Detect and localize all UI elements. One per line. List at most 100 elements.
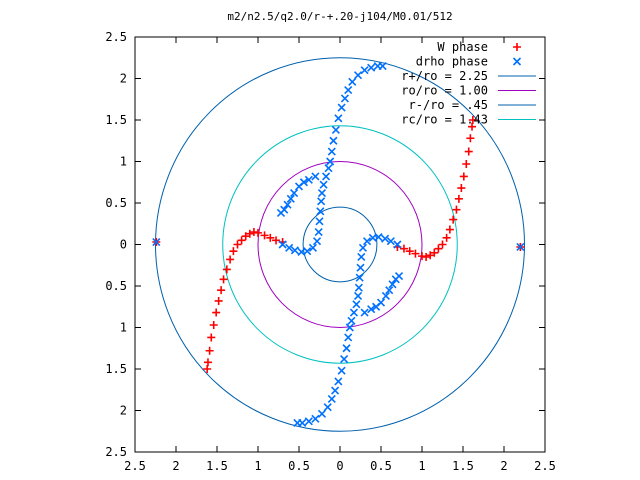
w-phase-point xyxy=(468,116,477,124)
drho-phase-point xyxy=(376,298,386,307)
x-tick-label: 1 xyxy=(418,459,425,473)
w-phase-point xyxy=(260,231,269,240)
y-tick-label: 1.5 xyxy=(105,113,127,127)
w-phase-point xyxy=(454,194,463,203)
y-tick-label: 0 xyxy=(120,238,127,252)
w-phase-point xyxy=(438,240,447,249)
circle-ro-ring xyxy=(257,161,423,328)
drho-phase-point xyxy=(294,182,304,191)
x-tick-label: 0.5 xyxy=(288,459,310,473)
y-tick-label: 0.5 xyxy=(105,196,127,210)
drho-phase-point xyxy=(317,197,326,206)
drho-phase-point xyxy=(349,308,359,317)
drho-phase-point xyxy=(378,61,387,71)
drho-phase-point xyxy=(358,243,368,252)
drho-phase-point xyxy=(304,417,313,426)
legend-label: drho phase xyxy=(416,55,488,69)
drho-phase-point xyxy=(344,86,353,95)
y-tick-label: 0.5 xyxy=(105,279,127,293)
x-tick-label: 0.5 xyxy=(370,459,392,473)
w-phase-point xyxy=(203,365,212,373)
drho-phase-point xyxy=(354,283,363,292)
x-tick-label: 1 xyxy=(254,459,261,473)
drho-phase-point xyxy=(393,240,402,249)
drho-phase-point xyxy=(327,394,336,403)
drho-phase-point xyxy=(352,300,361,309)
drho-phase-point xyxy=(312,237,322,246)
drho-phase-point xyxy=(293,418,302,428)
drho-phase-point xyxy=(303,247,312,256)
w-phase-point xyxy=(245,229,254,238)
w-phase-point xyxy=(254,228,262,237)
drho-phase-point xyxy=(331,125,340,135)
legend-sample-plus xyxy=(513,43,521,51)
drho-phase-point xyxy=(337,103,346,112)
drho-phase-point xyxy=(342,344,351,353)
w-phase-point xyxy=(214,296,223,305)
x-tick-label: 1.5 xyxy=(452,459,474,473)
axis-ticks: 2.5 2 1.5 1 0.5 0 0.5 1 1.5 2 2.52.521.510.500.511… xyxy=(105,30,556,473)
drho-phase-point xyxy=(347,316,356,325)
legend-label: W phase xyxy=(437,40,488,54)
y-tick-label: 2.5 xyxy=(105,30,127,44)
drho-phase-point xyxy=(367,305,376,314)
drho-phase-point xyxy=(334,377,343,386)
drho-phase-point xyxy=(337,366,346,375)
x-tick-label: 1.5 xyxy=(206,459,228,473)
drho-phase-point xyxy=(319,180,328,189)
drho-phase-point xyxy=(316,207,325,216)
w-phase-point xyxy=(411,249,420,258)
drho-phase-point xyxy=(340,354,349,364)
w-phase-point xyxy=(430,248,439,257)
w-phase-point xyxy=(426,251,435,260)
drho-phase-point xyxy=(311,414,320,423)
circle-rc-ring xyxy=(222,125,458,364)
w-phase-point xyxy=(418,252,426,261)
x-tick-label: 2.5 xyxy=(534,459,556,473)
w-phase-point xyxy=(222,265,231,274)
w-phase-point xyxy=(205,346,214,355)
data-markers xyxy=(152,61,525,428)
w-phase-point xyxy=(233,240,242,249)
w-phase-point xyxy=(464,147,473,156)
w-phase-point xyxy=(241,232,250,241)
series-drho-phase xyxy=(152,61,525,428)
drho-phase-point xyxy=(290,246,299,255)
drho-phase-point xyxy=(516,242,525,252)
legend-sample-cross xyxy=(512,57,522,66)
w-phase-point xyxy=(266,233,275,242)
w-phase-point xyxy=(207,333,216,342)
w-phase-point xyxy=(212,308,221,317)
drho-phase-point xyxy=(340,94,349,103)
w-phase-point xyxy=(466,134,475,143)
y-tick-label: 1.5 xyxy=(105,362,127,376)
drho-phase-point xyxy=(367,63,376,72)
drho-phase-point xyxy=(317,188,327,198)
y-tick-label: 1 xyxy=(120,155,127,169)
drho-phase-point xyxy=(315,217,324,226)
drho-phase-point xyxy=(304,175,313,184)
w-phase-point xyxy=(203,358,212,367)
y-tick-label: 2.5 xyxy=(105,445,127,459)
drho-phase-point xyxy=(360,308,369,317)
drho-phase-point xyxy=(345,323,354,332)
drho-phase-point xyxy=(353,291,363,301)
drho-phase-point xyxy=(348,77,357,86)
y-tick-label: 2 xyxy=(120,72,127,86)
w-phase-point xyxy=(449,215,458,224)
y-tick-label: 2 xyxy=(120,404,127,418)
drho-phase-point xyxy=(357,252,366,262)
drho-phase-point xyxy=(327,147,336,156)
legend-label: ro/ro = 1.00 xyxy=(401,84,488,98)
w-phase-point xyxy=(422,252,431,261)
w-phase-point xyxy=(452,205,461,214)
drho-phase-point xyxy=(278,240,287,249)
drho-phase-point xyxy=(308,243,318,252)
drho-phase-point xyxy=(386,237,395,246)
drho-phase-point xyxy=(317,409,327,418)
drho-phase-point xyxy=(323,403,332,412)
circle-r+-ring xyxy=(155,57,525,432)
x-tick-label: 2 xyxy=(172,459,179,473)
chart-title: m2/n2.5/q2.0/r-+.20-j104/M0.01/512 xyxy=(227,10,452,23)
